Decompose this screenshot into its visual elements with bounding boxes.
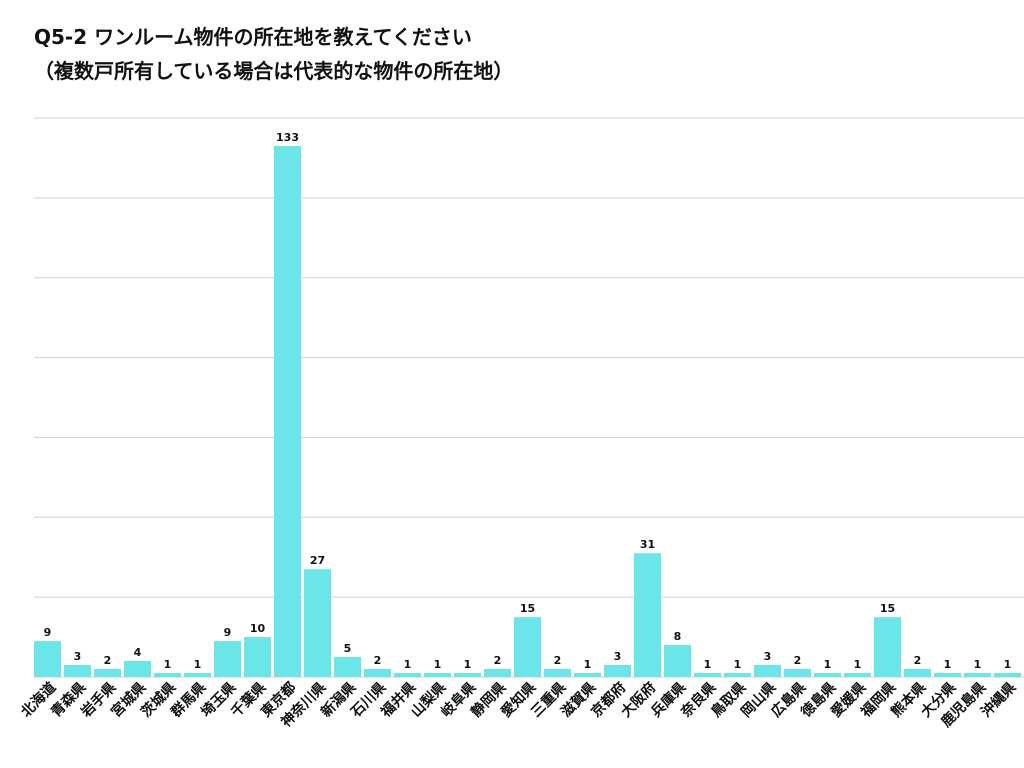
bar (904, 669, 931, 677)
data-label: 15 (880, 602, 895, 615)
data-label: 9 (44, 626, 52, 639)
bar (874, 617, 901, 677)
bar (754, 665, 781, 677)
bar (994, 673, 1021, 677)
bar (64, 665, 91, 677)
data-label: 1 (854, 658, 862, 671)
data-label: 4 (134, 646, 142, 659)
chart-title-line1: Q5-2 ワンルーム物件の所在地を教えてください (34, 25, 472, 49)
bar (934, 673, 961, 677)
bar (694, 673, 721, 677)
bar (964, 673, 991, 677)
data-label: 2 (374, 654, 382, 667)
data-label: 1 (974, 658, 982, 671)
chart-title-line2: （複数戸所有している場合は代表的な物件の所在地） (34, 59, 514, 83)
chart-title: Q5-2 ワンルーム物件の所在地を教えてください （複数戸所有している場合は代表… (34, 20, 513, 88)
bar (34, 641, 61, 677)
data-label: 1 (584, 658, 592, 671)
bar (724, 673, 751, 677)
data-label: 2 (494, 654, 502, 667)
bar (634, 553, 661, 677)
data-label: 1 (164, 658, 172, 671)
bar (154, 673, 181, 677)
data-label: 1 (404, 658, 412, 671)
data-label: 1 (1004, 658, 1012, 671)
data-label: 1 (824, 658, 832, 671)
bar (844, 673, 871, 677)
bar (214, 641, 241, 677)
bar (334, 657, 361, 677)
data-label: 1 (434, 658, 442, 671)
data-label: 8 (674, 630, 682, 643)
bar (364, 669, 391, 677)
bar (484, 669, 511, 677)
data-label: 2 (554, 654, 562, 667)
data-label: 5 (344, 642, 352, 655)
bar (274, 145, 301, 677)
bar (424, 673, 451, 677)
data-label: 1 (734, 658, 742, 671)
data-label: 2 (794, 654, 802, 667)
data-label: 3 (614, 650, 622, 663)
data-label: 3 (74, 650, 82, 663)
bar (454, 673, 481, 677)
bar (514, 617, 541, 677)
data-label: 2 (914, 654, 922, 667)
data-label: 15 (520, 602, 535, 615)
data-label: 1 (464, 658, 472, 671)
data-label: 3 (764, 650, 772, 663)
x-tick-label: 沖縄県 (978, 679, 1020, 721)
bar (394, 673, 421, 677)
data-label: 2 (104, 654, 112, 667)
bar (304, 569, 331, 677)
data-label: 133 (276, 131, 299, 144)
bar (664, 645, 691, 677)
bar (244, 637, 271, 677)
data-label: 10 (250, 622, 266, 635)
bar (604, 665, 631, 677)
data-label: 1 (944, 658, 952, 671)
bar (574, 673, 601, 677)
data-label: 1 (704, 658, 712, 671)
bar (784, 669, 811, 677)
bar (544, 669, 571, 677)
bar (124, 661, 151, 677)
data-label: 1 (194, 658, 202, 671)
bar (184, 673, 211, 677)
data-label: 27 (310, 554, 325, 567)
bar (94, 669, 121, 677)
bar (814, 673, 841, 677)
data-label: 9 (224, 626, 232, 639)
data-label: 31 (640, 538, 655, 551)
